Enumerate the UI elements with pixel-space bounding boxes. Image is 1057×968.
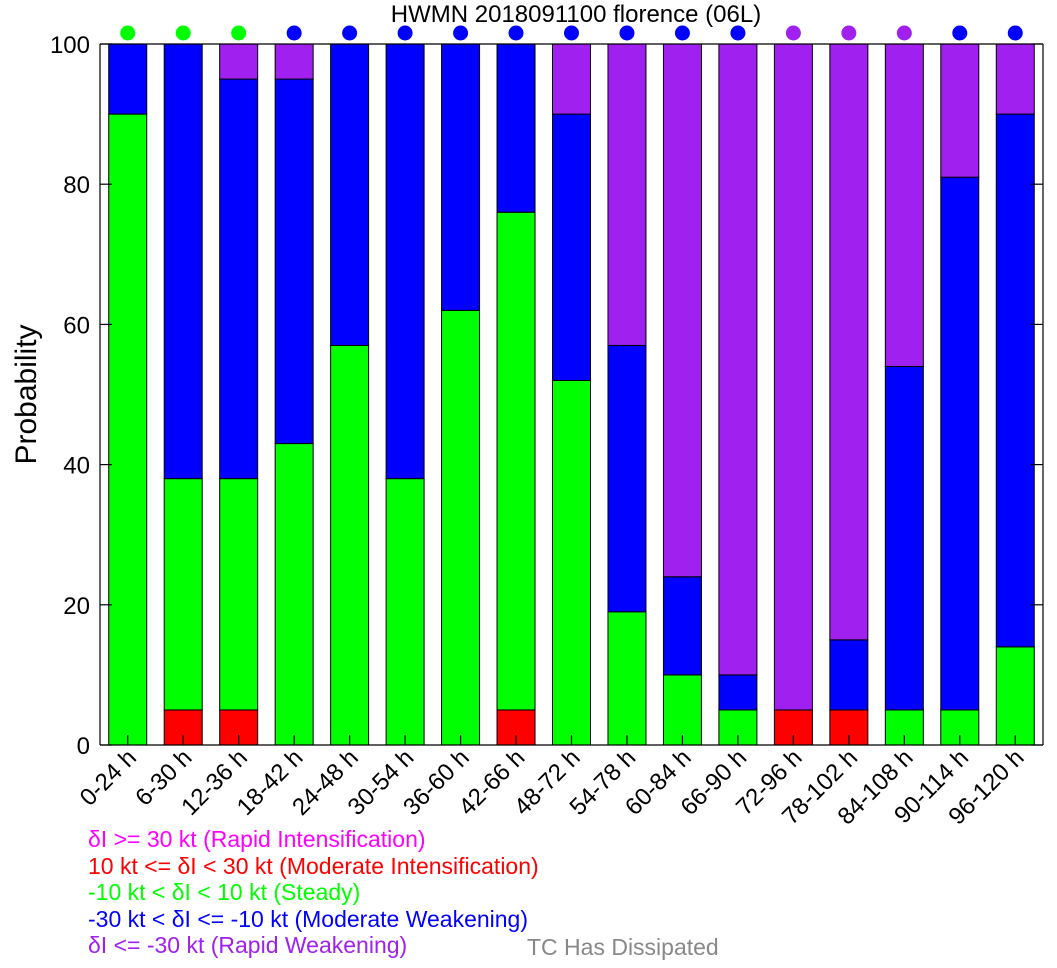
top-indicator-dot (564, 25, 579, 41)
legend: δI >= 30 kt (Rapid Intensification) 10 k… (88, 826, 539, 959)
legend-rapid-intensification: δI >= 30 kt (Rapid Intensification) (88, 826, 426, 852)
bar-segment-rw (829, 43, 869, 641)
top-indicator-dot (1007, 25, 1023, 41)
y-tick-label: 100 (50, 32, 90, 59)
legend-moderate-weakening: -30 kt < δI <= -10 kt (Moderate Weakenin… (88, 905, 529, 932)
bar-segment-steady (662, 674, 702, 746)
legend-tc-dissipated: TC Has Dissipated (527, 934, 719, 960)
bar-segment-rw (607, 43, 647, 346)
y-axis-label: Probability (10, 324, 43, 464)
bar-segment-rw (662, 43, 702, 578)
top-indicator-dot (120, 25, 136, 41)
bar-segment-steady (330, 344, 370, 746)
bar-segment-mw (330, 43, 370, 346)
top-indicator-dot (730, 25, 746, 41)
bar-segment-rw (718, 43, 758, 676)
bar-segment-steady (496, 211, 536, 711)
bar-segment-steady (995, 646, 1035, 746)
bar-segment-mw (884, 365, 924, 711)
bar-segment-steady (108, 113, 148, 746)
bar-segment-mw (662, 576, 702, 676)
top-indicator-dot (231, 25, 247, 41)
bar-segment-steady (385, 478, 425, 746)
legend-moderate-intensification: 10 kt <= δI < 30 kt (Moderate Intensific… (88, 852, 539, 879)
top-indicator-dot (619, 25, 635, 41)
y-tick-label: 0 (77, 733, 90, 760)
top-indicator-dot (841, 25, 857, 41)
top-indicator-dot (508, 25, 524, 41)
bar-segment-mw (441, 43, 481, 311)
bar-segment-steady (219, 478, 259, 711)
bar-segment-rw (552, 43, 591, 115)
bar-segment-rw (773, 43, 813, 711)
bar-segment-mw (108, 43, 148, 115)
bar-segment-rw (219, 43, 259, 80)
top-indicator-dot (785, 25, 801, 41)
chart-title: HWMN 2018091100 florence (06L) (391, 1, 761, 28)
top-indicator-dot (453, 25, 469, 41)
bar-segment-mw (607, 344, 647, 613)
bar-segment-mw (718, 674, 758, 711)
bar-segment-steady (607, 611, 647, 746)
legend-steady: -10 kt < δI < 10 kt (Steady) (88, 879, 361, 905)
top-indicator-dot (674, 25, 690, 41)
bar-segment-steady (274, 443, 314, 746)
bar-segment-mw (274, 78, 314, 445)
bar-segment-mw (940, 176, 980, 711)
bar-segment-mw (219, 78, 259, 480)
bar-segment-steady (552, 379, 591, 746)
top-indicator-dot (175, 25, 191, 41)
y-tick-label: 60 (63, 312, 90, 339)
y-tick-label: 20 (63, 593, 90, 620)
top-indicator-dot (286, 25, 302, 41)
top-indicator-dot (896, 25, 912, 41)
bar-segment-mw (385, 43, 425, 480)
bar-segment-mw (552, 113, 591, 381)
bar-segment-rw (995, 43, 1035, 115)
bar-segment-mw (496, 43, 536, 213)
top-indicator-dot (397, 25, 413, 41)
bar-segment-rw (884, 43, 924, 367)
bar-segment-mw (829, 639, 869, 711)
legend-rapid-weakening: δI <= -30 kt (Rapid Weakening) (88, 932, 408, 958)
bar-segment-rw (274, 43, 314, 80)
bar-segment-rw (940, 43, 980, 178)
y-tick-label: 40 (63, 453, 90, 480)
bar-segment-mw (995, 113, 1035, 648)
y-tick-label: 80 (63, 172, 90, 199)
top-indicator-dot (342, 25, 358, 41)
bar-segment-steady (441, 309, 481, 746)
bar-segment-steady (163, 478, 203, 711)
bar-segment-mw (163, 43, 203, 480)
bars-group (108, 43, 1035, 746)
top-indicator-dot (952, 25, 968, 41)
